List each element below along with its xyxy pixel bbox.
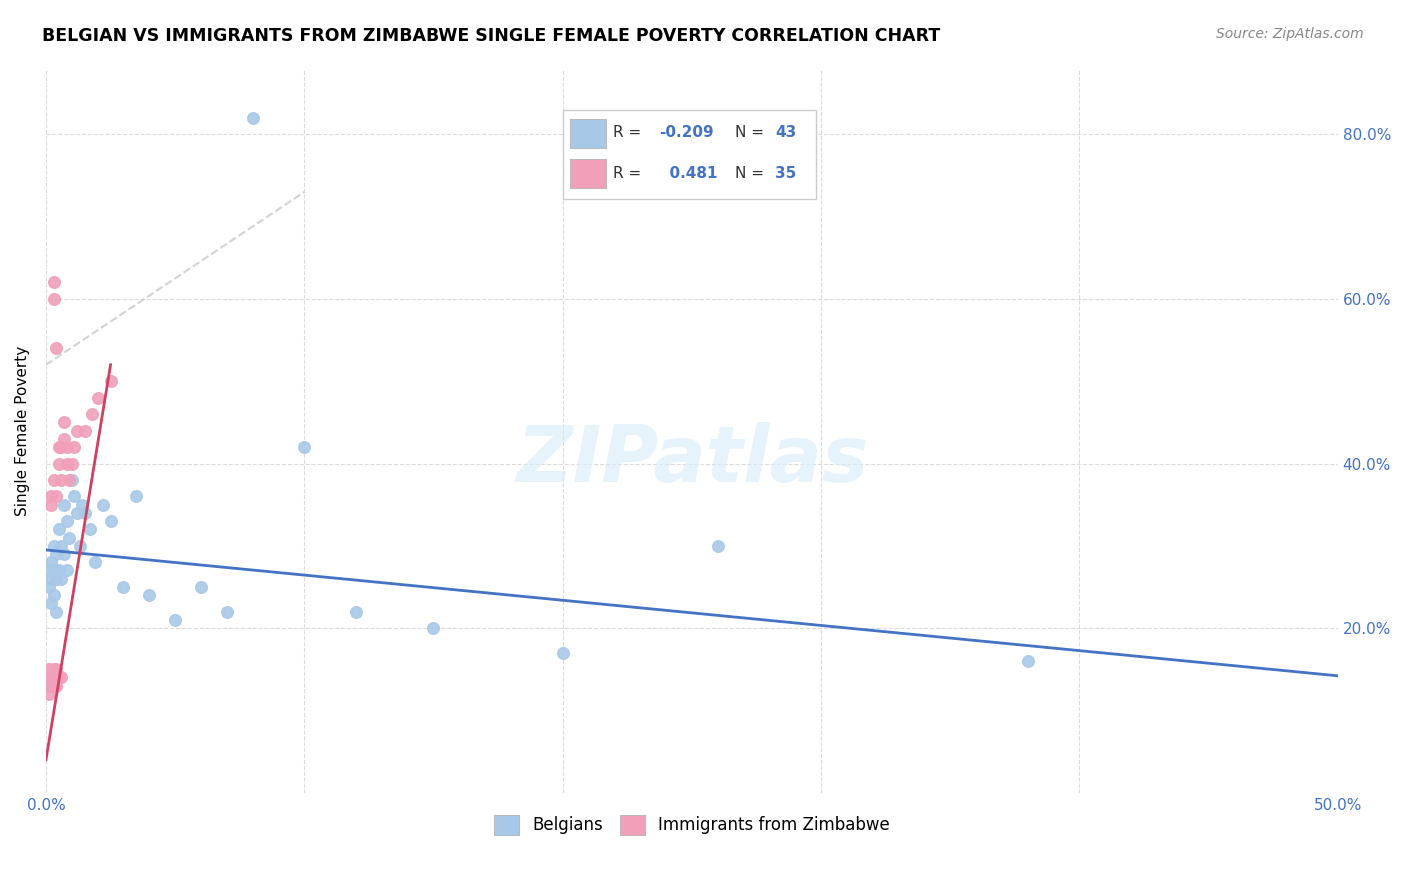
Point [53, 547, 76, 561]
Point [51, 539, 73, 553]
Point [551, 646, 574, 660]
Y-axis label: Single Female Poverty: Single Female Poverty [15, 345, 30, 516]
Point [125, 490, 148, 504]
Point [66, 506, 89, 520]
Point [45, 662, 67, 676]
Point [55, 564, 77, 578]
Point [42, 292, 65, 306]
Point [58, 531, 80, 545]
Point [38, 679, 60, 693]
Point [51, 670, 73, 684]
Point [45, 341, 67, 355]
Point [66, 424, 89, 438]
Point [45, 572, 67, 586]
Point [55, 440, 77, 454]
Point [42, 473, 65, 487]
Point [45, 679, 67, 693]
Point [53, 415, 76, 429]
Point [38, 564, 60, 578]
Text: R =: R = [613, 167, 647, 181]
Point [55, 457, 77, 471]
Point [69, 539, 91, 553]
Point [42, 679, 65, 693]
Text: 35: 35 [775, 167, 796, 181]
Point [63, 440, 86, 454]
Text: -0.209: -0.209 [659, 126, 713, 140]
Point [42, 588, 65, 602]
Point [91, 498, 114, 512]
Bar [571, 159, 606, 188]
Point [60, 457, 83, 471]
Point [422, 621, 444, 635]
Point [60, 473, 83, 487]
Point [38, 670, 60, 684]
Point [38, 662, 60, 676]
Point [48, 522, 70, 536]
Point [73, 506, 96, 520]
Point [39, 596, 62, 610]
Point [51, 440, 73, 454]
Text: N =: N = [735, 126, 769, 140]
Point [100, 374, 122, 388]
Bar [571, 119, 606, 148]
Point [45, 605, 67, 619]
Point [292, 440, 315, 454]
Point [48, 457, 70, 471]
Point [58, 473, 80, 487]
Point [39, 670, 62, 684]
Point [73, 424, 96, 438]
Point [39, 498, 62, 512]
Point [48, 564, 70, 578]
Point [38, 580, 60, 594]
Point [48, 670, 70, 684]
Point [42, 662, 65, 676]
Point [51, 572, 73, 586]
Point [215, 605, 238, 619]
Point [138, 588, 160, 602]
Point [53, 432, 76, 446]
Point [63, 490, 86, 504]
Point [82, 407, 104, 421]
Point [45, 490, 67, 504]
Text: Source: ZipAtlas.com: Source: ZipAtlas.com [1216, 27, 1364, 41]
Point [53, 498, 76, 512]
Point [1017, 654, 1039, 668]
Point [190, 580, 212, 594]
Point [39, 572, 62, 586]
Point [39, 490, 62, 504]
Point [48, 440, 70, 454]
Text: R =: R = [613, 126, 647, 140]
Point [86, 391, 108, 405]
Point [38, 687, 60, 701]
Point [55, 514, 77, 528]
Point [112, 580, 135, 594]
Point [165, 613, 187, 627]
Point [100, 514, 122, 528]
Point [51, 473, 73, 487]
Text: 43: 43 [775, 126, 796, 140]
Legend: Belgians, Immigrants from Zimbabwe: Belgians, Immigrants from Zimbabwe [494, 814, 890, 835]
Point [70, 498, 93, 512]
Point [242, 111, 264, 125]
Text: BELGIAN VS IMMIGRANTS FROM ZIMBABWE SINGLE FEMALE POVERTY CORRELATION CHART: BELGIAN VS IMMIGRANTS FROM ZIMBABWE SING… [42, 27, 941, 45]
FancyBboxPatch shape [562, 110, 815, 199]
Text: N =: N = [735, 167, 769, 181]
Point [42, 539, 65, 553]
Point [42, 276, 65, 290]
Point [45, 547, 67, 561]
Point [344, 605, 367, 619]
Point [39, 679, 62, 693]
Point [39, 555, 62, 569]
Point [79, 522, 101, 536]
Text: 0.481: 0.481 [659, 167, 717, 181]
Point [706, 539, 728, 553]
Text: ZIPatlas: ZIPatlas [516, 422, 868, 498]
Point [84, 555, 107, 569]
Point [42, 564, 65, 578]
